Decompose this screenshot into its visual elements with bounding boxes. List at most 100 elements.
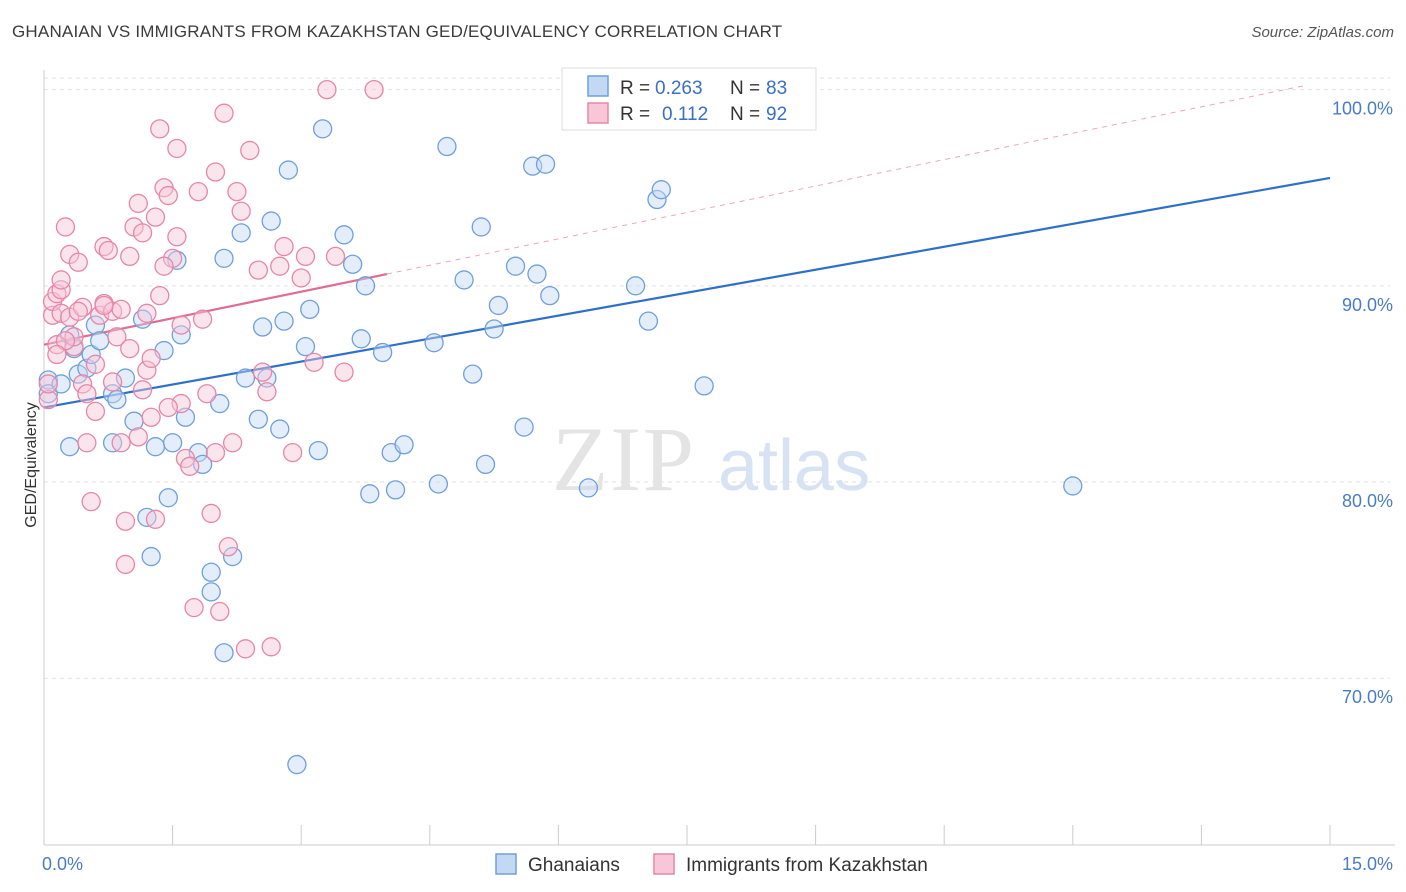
point-1-76: [364, 79, 384, 100]
point-1-41: [158, 185, 178, 206]
point-0-62: [471, 217, 491, 237]
point-0-66: [505, 256, 526, 276]
legend-n-label-0: N =: [730, 78, 760, 99]
point-0-39: [261, 211, 281, 231]
point-0-74: [625, 276, 646, 296]
x-tick-label-1: 15.0%: [1342, 854, 1393, 874]
point-1-13: [68, 252, 88, 272]
point-1-6: [51, 280, 71, 300]
point-1-71: [295, 246, 316, 267]
point-0-42: [278, 160, 298, 180]
point-0-71: [540, 285, 560, 306]
point-1-0: [38, 389, 58, 410]
point-0-3: [60, 437, 80, 457]
point-1-35: [137, 360, 157, 380]
point-1-56: [214, 103, 234, 123]
point-1-83: [141, 348, 161, 369]
point-1-69: [282, 442, 303, 463]
point-1-79: [111, 299, 131, 320]
point-0-9: [85, 315, 106, 335]
point-1-65: [257, 382, 277, 402]
point-0-41: [274, 311, 294, 331]
point-0-24: [171, 325, 191, 345]
legend-top: R = 0.263 N = 83 R = 0.112 N = 92: [561, 67, 817, 131]
point-1-66: [261, 637, 281, 657]
legend-n-value-0: 83: [766, 78, 787, 99]
point-1-30: [120, 246, 140, 267]
point-1-90: [94, 295, 114, 316]
point-0-45: [300, 299, 320, 320]
point-0-37: [252, 317, 273, 337]
point-1-27: [111, 433, 131, 453]
legend-r-label-0: R =: [620, 78, 650, 99]
point-0-82: [1063, 476, 1083, 496]
point-1-72: [304, 352, 324, 372]
point-0-30: [210, 393, 230, 414]
point-1-25: [102, 372, 123, 392]
point-1-85: [68, 301, 88, 321]
point-0-48: [334, 225, 354, 245]
trend-extension-1: [386, 85, 1305, 275]
point-1-16: [77, 384, 97, 404]
point-0-64: [484, 319, 504, 339]
point-1-67: [270, 256, 290, 276]
point-0-52: [360, 484, 380, 504]
point-0-69: [527, 264, 547, 284]
point-0-58: [428, 474, 449, 494]
point-0-72: [578, 478, 599, 498]
point-1-33: [132, 223, 153, 243]
legend-bottom: Ghanaians Immigrants from Kazakhstan: [495, 853, 928, 876]
point-1-32: [128, 193, 148, 214]
point-1-8: [55, 217, 76, 237]
point-1-81: [128, 427, 148, 447]
point-1-75: [334, 362, 354, 382]
legend-n-label-1: N =: [730, 104, 760, 125]
legend-r-value-1: 0.112: [662, 104, 708, 125]
point-1-48: [184, 597, 204, 618]
point-1-53: [205, 162, 226, 182]
chart-title: GHANAIAN VS IMMIGRANTS FROM KAZAKHSTAN G…: [12, 22, 783, 41]
point-0-33: [222, 546, 243, 567]
y-tick-label-3: 100.0%: [1332, 99, 1393, 119]
point-1-49: [188, 181, 208, 202]
point-0-36: [248, 409, 268, 429]
legend-swatch-blue: [587, 75, 609, 97]
point-1-84: [150, 285, 170, 306]
point-0-28: [201, 582, 221, 602]
point-0-75: [638, 311, 659, 331]
point-0-13: [107, 389, 127, 410]
point-0-67: [514, 417, 534, 437]
point-0-50: [351, 329, 371, 349]
point-1-51: [197, 384, 217, 404]
point-1-68: [274, 236, 294, 257]
point-0-35: [235, 368, 256, 388]
point-0-60: [454, 270, 474, 290]
point-1-34: [137, 303, 157, 323]
point-0-10: [90, 331, 110, 351]
point-1-1: [38, 374, 58, 394]
point-0-22: [162, 433, 183, 453]
point-1-80: [120, 338, 140, 359]
point-1-52: [201, 503, 221, 524]
legend-bottom-swatch-blue: [495, 853, 517, 875]
point-1-86: [154, 256, 174, 276]
legend-r-label-1: R =: [620, 104, 650, 125]
trend-line-1: [43, 272, 388, 346]
point-1-62: [240, 140, 260, 161]
point-1-89: [51, 270, 71, 290]
point-0-76: [647, 189, 667, 210]
point-1-63: [248, 260, 268, 280]
point-0-1: [38, 384, 58, 404]
point-0-51: [355, 276, 376, 296]
legend-n-value-1: 92: [766, 104, 787, 125]
point-0-53: [372, 342, 393, 363]
y-tick-label-2: 90.0%: [1342, 295, 1393, 315]
point-0-8: [81, 344, 101, 365]
point-1-70: [291, 268, 311, 288]
point-1-64: [252, 362, 273, 382]
point-1-28: [115, 511, 136, 531]
legend-bottom-label-0: Ghanaians: [528, 855, 620, 876]
point-0-19: [145, 437, 166, 457]
trend-line-0: [43, 176, 1331, 409]
point-1-43: [167, 227, 187, 247]
